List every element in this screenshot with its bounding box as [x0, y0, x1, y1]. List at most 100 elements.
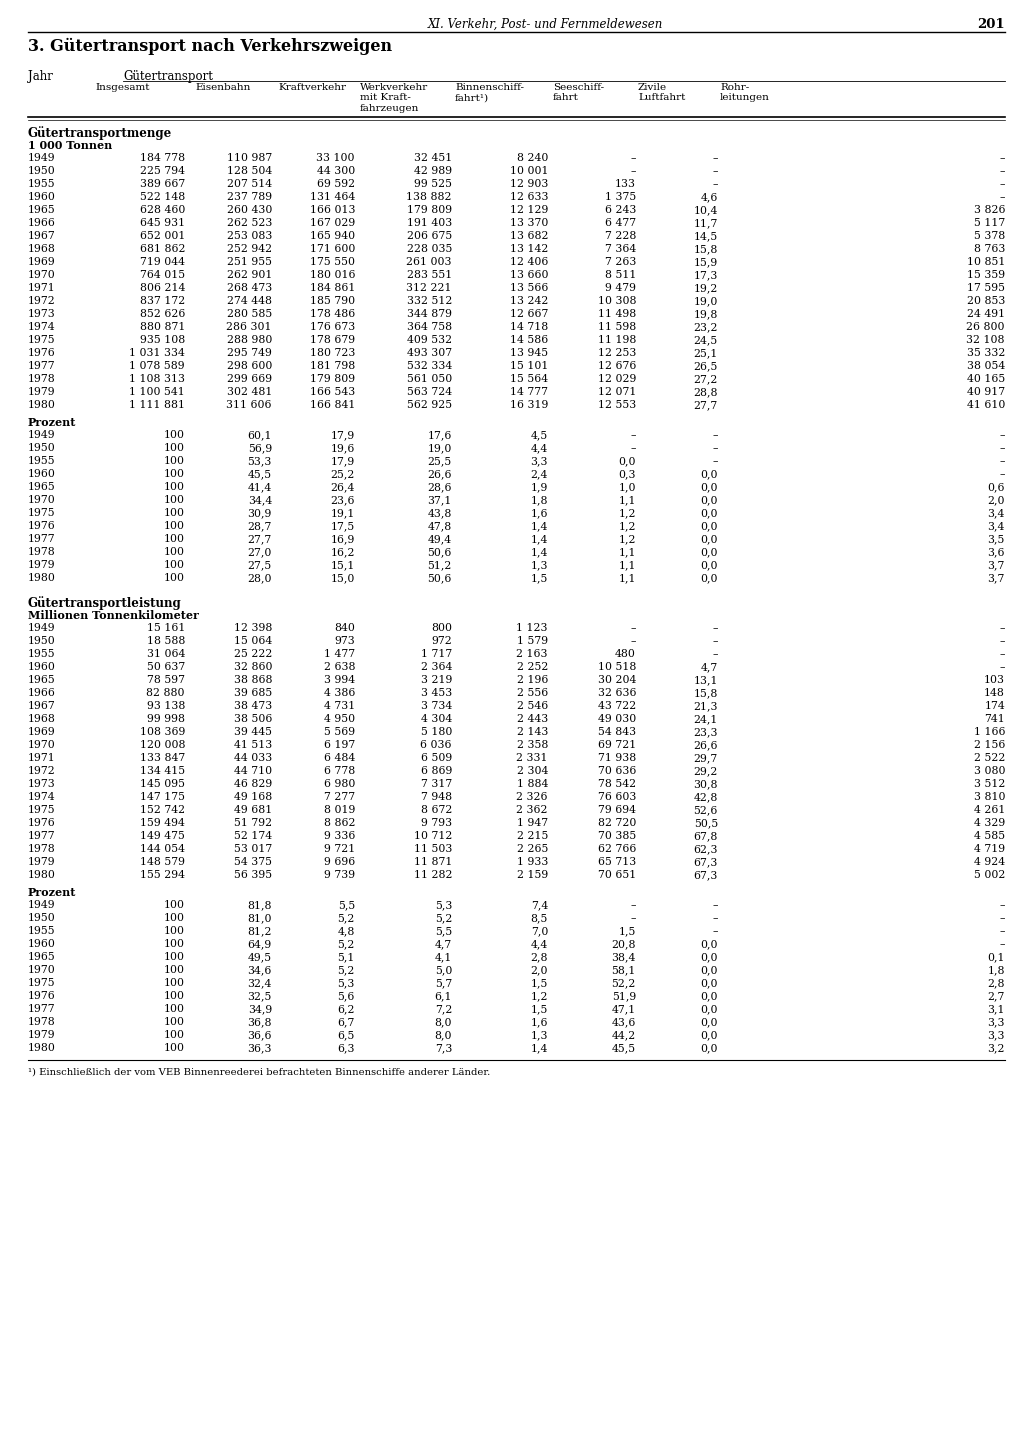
Text: 180 723: 180 723: [309, 348, 355, 358]
Text: 1960: 1960: [28, 662, 56, 672]
Text: 8 862: 8 862: [324, 818, 355, 828]
Text: 0,0: 0,0: [700, 1043, 718, 1053]
Text: Seeschiff-
fahrt: Seeschiff- fahrt: [553, 84, 604, 102]
Text: 29,7: 29,7: [693, 753, 718, 763]
Text: 27,0: 27,0: [248, 547, 272, 557]
Text: 17,6: 17,6: [428, 430, 452, 440]
Text: 6,2: 6,2: [338, 1004, 355, 1014]
Text: 185 790: 185 790: [310, 296, 355, 306]
Text: 100: 100: [164, 1004, 185, 1014]
Text: –: –: [631, 153, 636, 163]
Text: 0,6: 0,6: [987, 482, 1005, 492]
Text: –: –: [999, 900, 1005, 910]
Text: 1 166: 1 166: [974, 727, 1005, 737]
Text: 56,9: 56,9: [248, 443, 272, 453]
Text: 100: 100: [164, 482, 185, 492]
Text: 43 722: 43 722: [598, 701, 636, 711]
Text: 103: 103: [984, 675, 1005, 685]
Text: 67,8: 67,8: [693, 831, 718, 841]
Text: 40 917: 40 917: [967, 386, 1005, 397]
Text: 2 364: 2 364: [421, 662, 452, 672]
Text: 27,7: 27,7: [693, 399, 718, 410]
Text: Gütertransport: Gütertransport: [123, 71, 213, 84]
Text: 2,8: 2,8: [530, 952, 548, 962]
Text: 2,4: 2,4: [530, 469, 548, 479]
Text: 12 029: 12 029: [598, 373, 636, 384]
Text: 15 359: 15 359: [967, 270, 1005, 280]
Text: 62 766: 62 766: [598, 844, 636, 854]
Text: 1 579: 1 579: [517, 636, 548, 646]
Text: 14 777: 14 777: [510, 386, 548, 397]
Text: 37,1: 37,1: [428, 495, 452, 505]
Text: 45,5: 45,5: [248, 469, 272, 479]
Text: 14,5: 14,5: [693, 231, 718, 241]
Text: 5 569: 5 569: [324, 727, 355, 737]
Text: 15,8: 15,8: [693, 688, 718, 698]
Text: 1976: 1976: [28, 521, 55, 531]
Text: 2,7: 2,7: [987, 991, 1005, 1001]
Text: 71 938: 71 938: [598, 753, 636, 763]
Text: 0,0: 0,0: [700, 495, 718, 505]
Text: 1980: 1980: [28, 1043, 56, 1053]
Text: 0,0: 0,0: [700, 939, 718, 949]
Text: 148: 148: [984, 688, 1005, 698]
Text: 99 525: 99 525: [414, 179, 452, 189]
Text: 4 924: 4 924: [974, 857, 1005, 867]
Text: 5 117: 5 117: [974, 218, 1005, 228]
Text: 26 800: 26 800: [967, 322, 1005, 332]
Text: 2 443: 2 443: [517, 714, 548, 724]
Text: 1978: 1978: [28, 373, 55, 384]
Text: 76 603: 76 603: [598, 792, 636, 802]
Text: 1 717: 1 717: [421, 649, 452, 659]
Text: 8 763: 8 763: [974, 244, 1005, 254]
Text: 49 030: 49 030: [598, 714, 636, 724]
Text: 1960: 1960: [28, 192, 56, 202]
Text: 493 307: 493 307: [407, 348, 452, 358]
Text: 176 673: 176 673: [309, 322, 355, 332]
Text: 0,0: 0,0: [700, 547, 718, 557]
Text: –: –: [713, 443, 718, 453]
Text: 17,3: 17,3: [693, 270, 718, 280]
Text: 262 901: 262 901: [226, 270, 272, 280]
Text: 133: 133: [615, 179, 636, 189]
Text: 31 064: 31 064: [146, 649, 185, 659]
Text: 6 036: 6 036: [421, 740, 452, 750]
Text: 6,7: 6,7: [338, 1017, 355, 1027]
Text: 8,5: 8,5: [530, 913, 548, 923]
Text: 100: 100: [164, 965, 185, 975]
Text: 532 334: 532 334: [407, 360, 452, 371]
Text: 138 882: 138 882: [407, 192, 452, 202]
Text: 147 175: 147 175: [140, 792, 185, 802]
Text: 1,2: 1,2: [530, 991, 548, 1001]
Text: 175 550: 175 550: [310, 257, 355, 267]
Text: 5,0: 5,0: [434, 965, 452, 975]
Text: 8,0: 8,0: [434, 1030, 452, 1040]
Text: 0,1: 0,1: [987, 952, 1005, 962]
Text: 645 931: 645 931: [140, 218, 185, 228]
Text: 1967: 1967: [28, 701, 55, 711]
Text: 1 884: 1 884: [517, 779, 548, 789]
Text: 53 017: 53 017: [233, 844, 272, 854]
Text: 100: 100: [164, 572, 185, 583]
Text: 100: 100: [164, 430, 185, 440]
Text: 12 553: 12 553: [598, 399, 636, 410]
Text: 2 638: 2 638: [324, 662, 355, 672]
Text: 9 696: 9 696: [324, 857, 355, 867]
Text: 0,0: 0,0: [700, 572, 718, 583]
Text: 180 016: 180 016: [309, 270, 355, 280]
Text: 1971: 1971: [28, 283, 55, 293]
Text: 108 369: 108 369: [139, 727, 185, 737]
Text: 1955: 1955: [28, 649, 55, 659]
Text: 4 731: 4 731: [324, 701, 355, 711]
Text: 100: 100: [164, 443, 185, 453]
Text: 100: 100: [164, 900, 185, 910]
Text: 201: 201: [977, 17, 1005, 30]
Text: 1949: 1949: [28, 430, 55, 440]
Text: 17,5: 17,5: [331, 521, 355, 531]
Text: 19,6: 19,6: [331, 443, 355, 453]
Text: 3,4: 3,4: [987, 521, 1005, 531]
Text: 28,7: 28,7: [248, 521, 272, 531]
Text: 1,6: 1,6: [530, 1017, 548, 1027]
Text: 12 129: 12 129: [510, 205, 548, 215]
Text: 0,3: 0,3: [618, 469, 636, 479]
